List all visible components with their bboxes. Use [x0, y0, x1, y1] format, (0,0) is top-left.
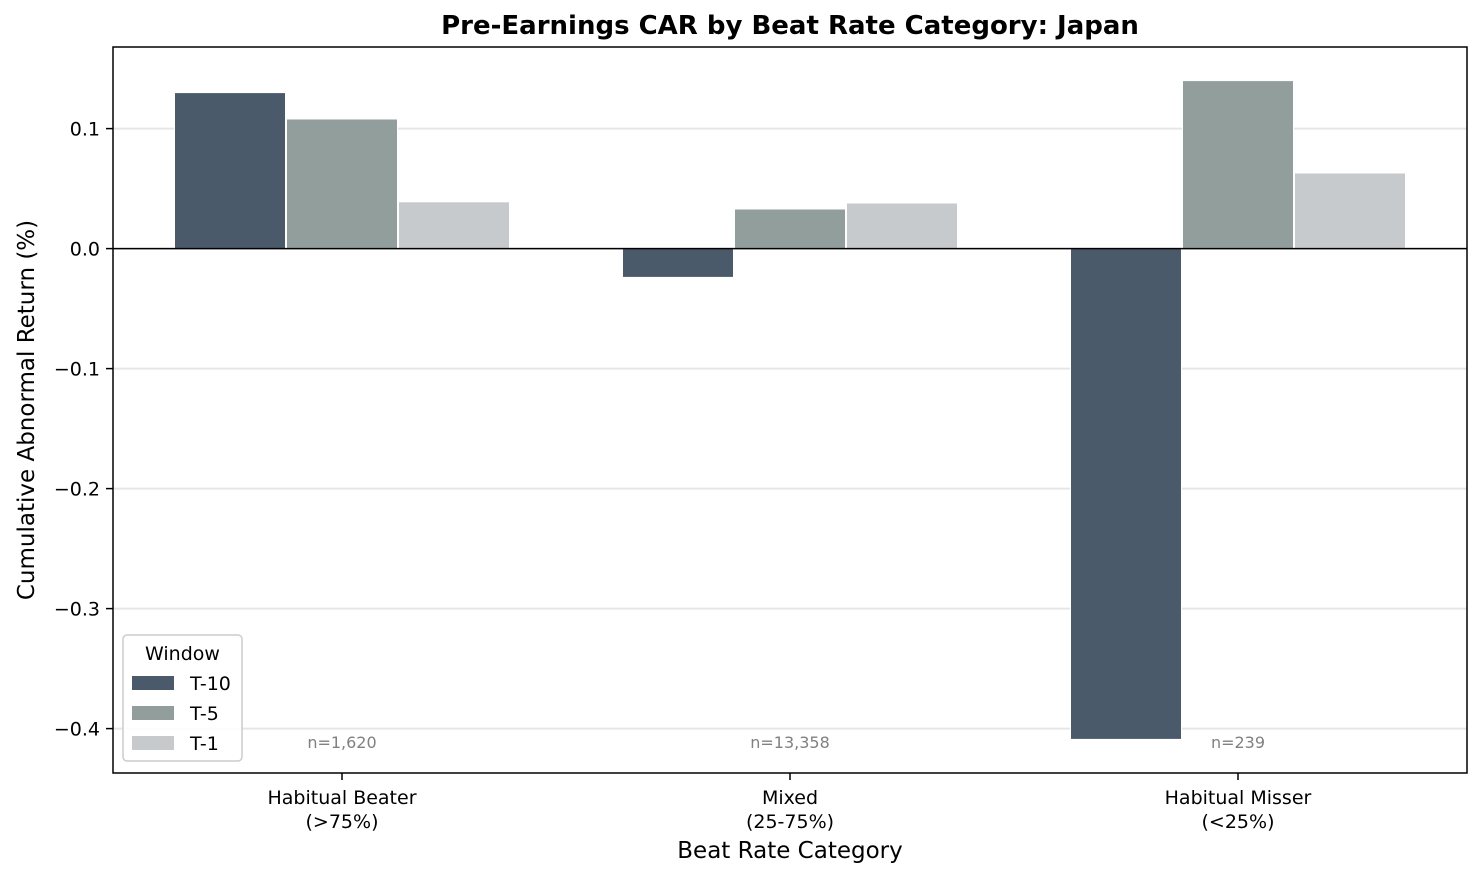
- y-tick-label: 0.1: [70, 119, 100, 141]
- y-tick-label: 0.0: [70, 239, 100, 261]
- bar-t-1-1: [846, 202, 958, 250]
- legend-label-t-5: T-5: [189, 703, 219, 725]
- bar-t-1-2: [1294, 172, 1406, 250]
- x-axis-label: Beat Rate Category: [677, 838, 902, 864]
- bar-t-10-2: [1070, 248, 1182, 740]
- y-axis-label: Cumulative Abnormal Return (%): [14, 220, 40, 600]
- bar-t-10-1: [622, 248, 734, 278]
- bar-t-5-0: [286, 118, 398, 250]
- legend-swatch-t-1: [132, 736, 174, 750]
- bar-t-1-0: [398, 201, 510, 250]
- legend-swatch-t-5: [132, 706, 174, 720]
- y-tick-label: −0.1: [54, 359, 100, 381]
- sample-size-label: n=239: [1211, 733, 1265, 752]
- legend-box: [122, 634, 243, 762]
- bars: [174, 80, 1406, 740]
- legend-title: Window: [145, 643, 220, 665]
- legend: Window T-10 T-5 T-1: [122, 634, 243, 762]
- sample-size-label: n=13,358: [750, 733, 830, 752]
- legend-label-t-1: T-1: [189, 733, 219, 755]
- legend-label-t-10: T-10: [189, 673, 231, 695]
- legend-swatch-t-10: [132, 676, 174, 690]
- bar-t-10-0: [174, 92, 286, 250]
- x-tick-label: Habitual Misser (<25%): [1165, 787, 1312, 833]
- y-tick-label: −0.3: [54, 599, 100, 621]
- chart-title: Pre-Earnings CAR by Beat Rate Category: …: [441, 11, 1139, 41]
- y-tick-label: −0.4: [54, 719, 100, 741]
- y-axis: 0.1 0.0 −0.1 −0.2 −0.3 −0.4: [54, 119, 113, 741]
- x-tick-label: Habitual Beater (>75%): [267, 787, 416, 833]
- bar-t-5-1: [734, 208, 846, 250]
- x-axis: Habitual Beater (>75%) Mixed (25-75%) Habitu…: [267, 773, 1312, 833]
- sample-size-label: n=1,620: [307, 733, 376, 752]
- y-tick-label: −0.2: [54, 479, 100, 501]
- bar-t-5-2: [1182, 80, 1294, 250]
- annotations: n=1,620 n=13,358 n=239: [307, 733, 1265, 752]
- x-tick-label: Mixed (25-75%): [746, 787, 834, 833]
